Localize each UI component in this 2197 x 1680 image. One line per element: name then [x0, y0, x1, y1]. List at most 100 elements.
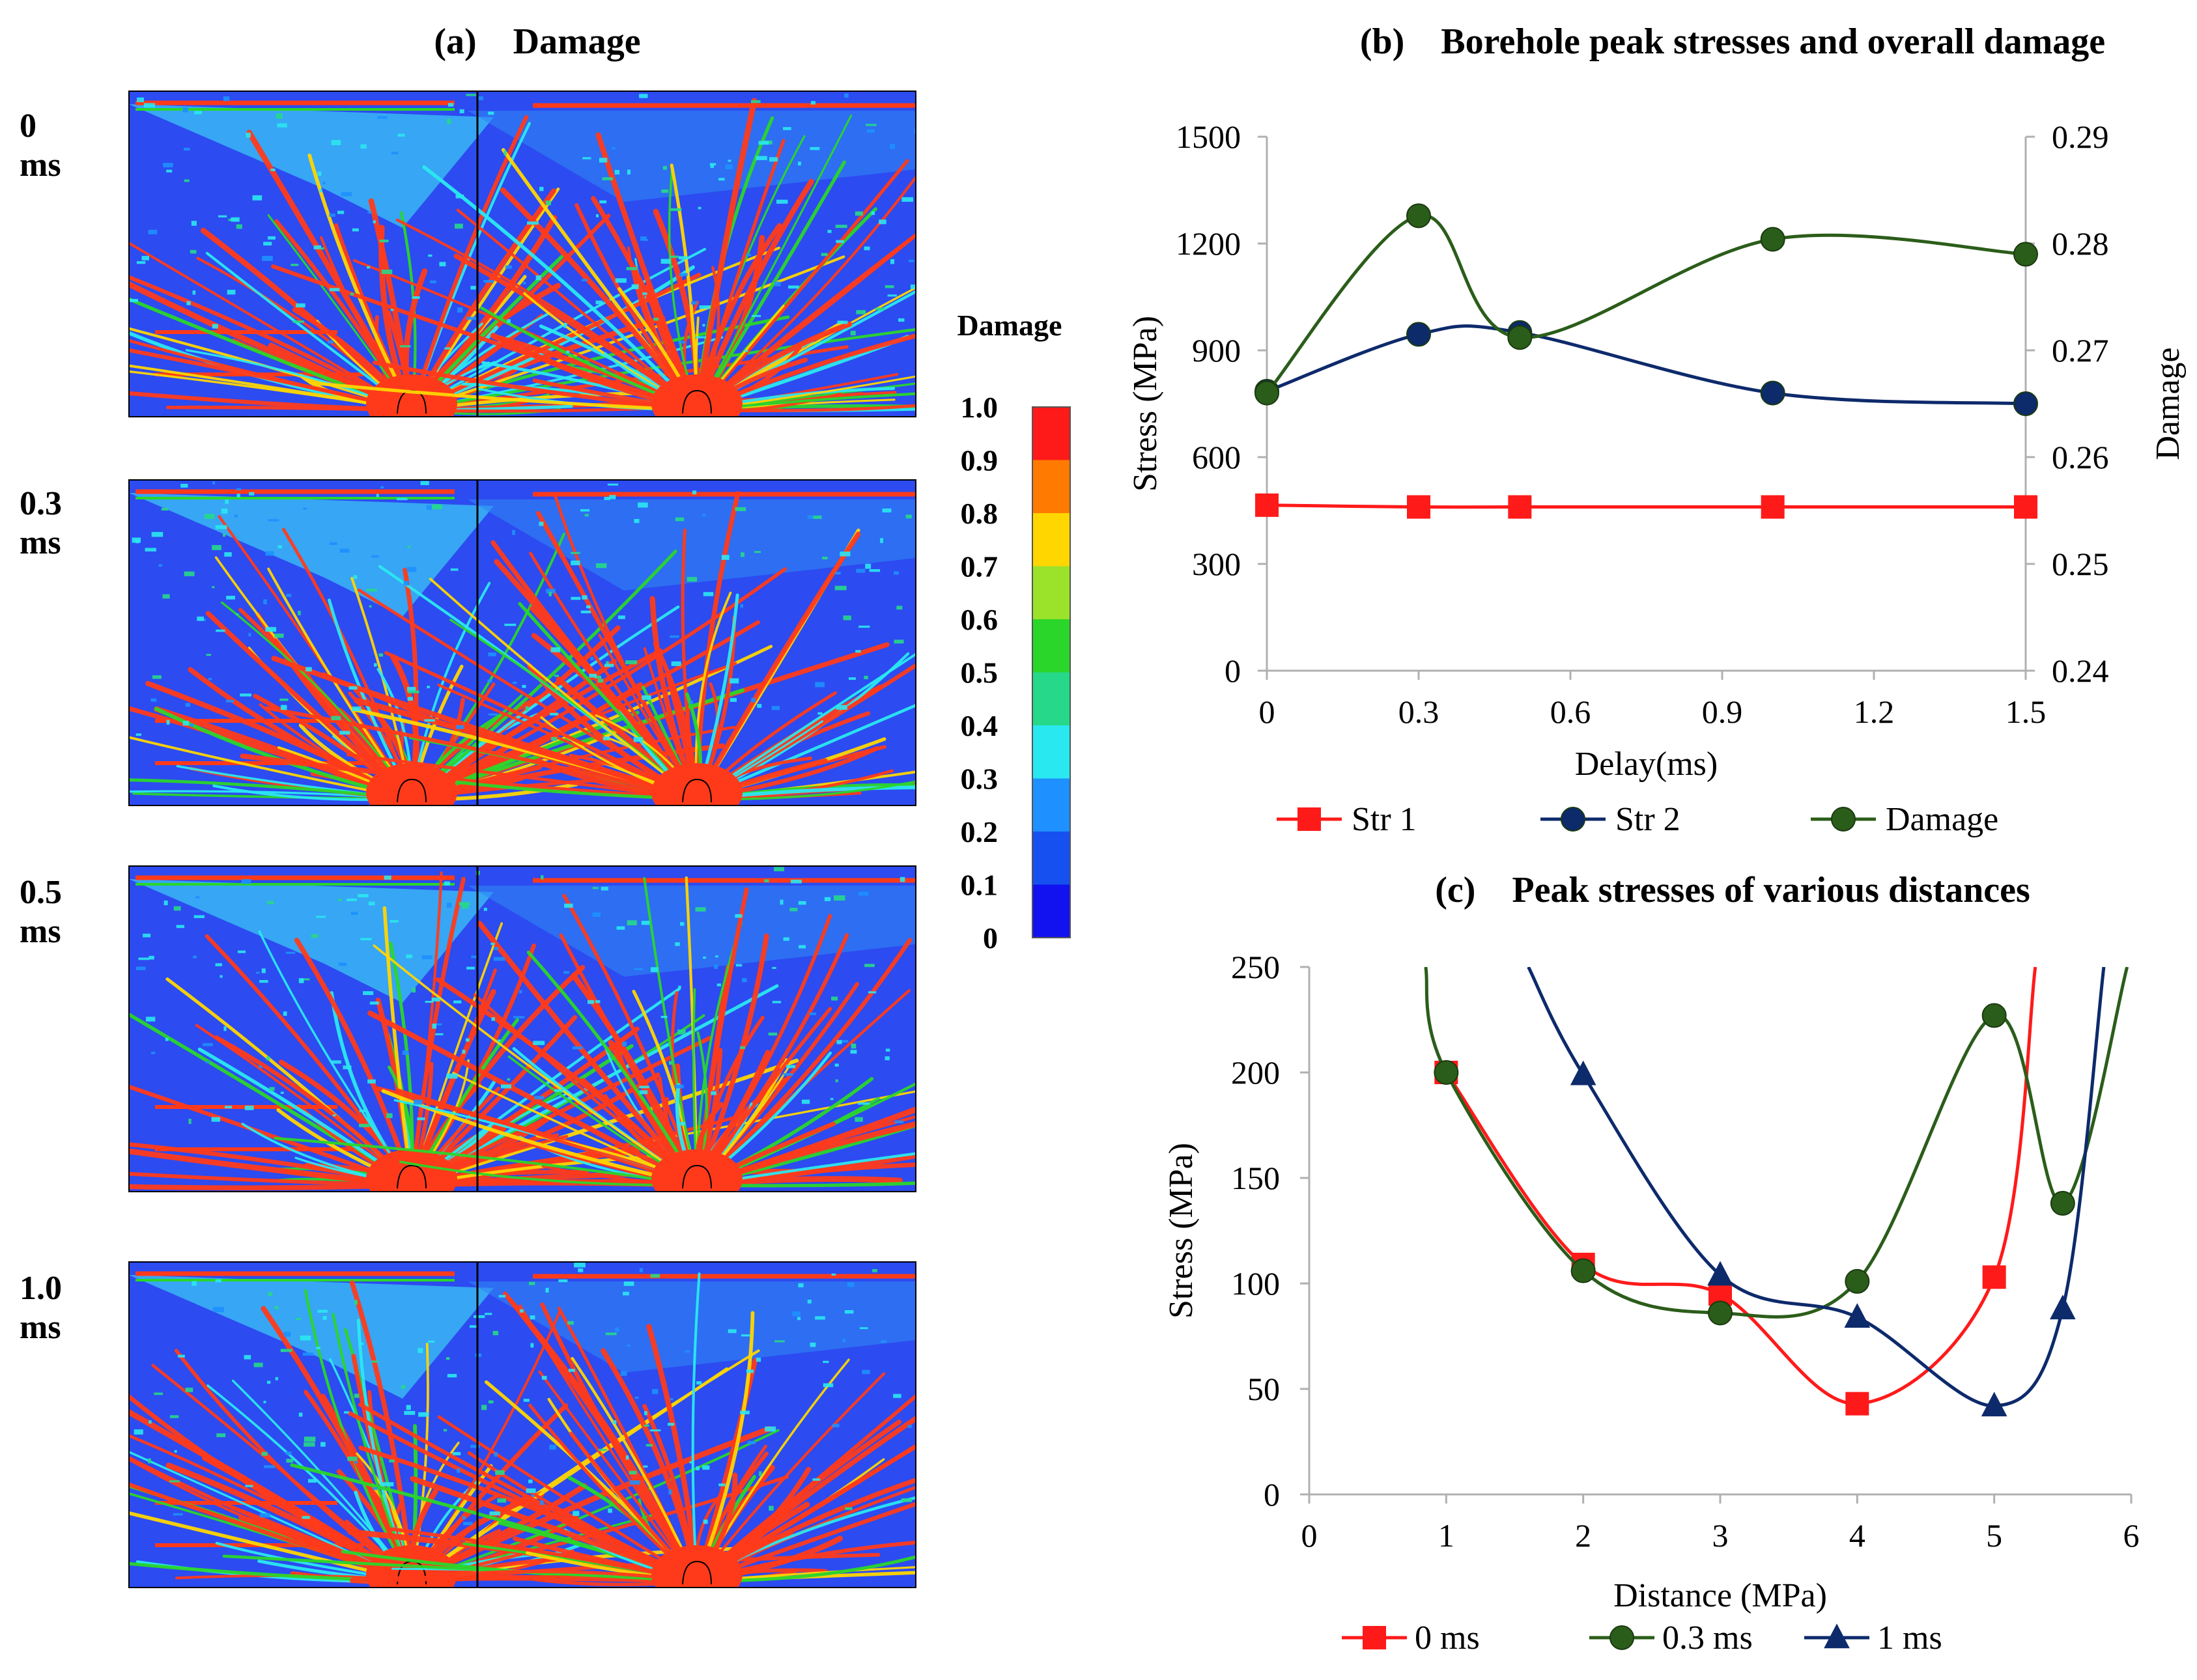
damage-zone: [468, 499, 916, 591]
damage-speck: [650, 1274, 660, 1278]
damage-speck: [148, 1458, 151, 1464]
damage-speck: [626, 267, 638, 270]
y-axis-label: Stress (MPa): [1163, 1143, 1200, 1319]
damage-speck: [403, 581, 409, 586]
damage-speck: [522, 684, 526, 688]
damage-speck: [173, 1513, 183, 1516]
damage-zone: [468, 1281, 916, 1373]
crack-line: [384, 651, 699, 801]
damage-speck: [259, 1065, 262, 1068]
damage-speck: [714, 964, 718, 970]
damage-speck: [401, 1385, 406, 1389]
damage-speck: [592, 887, 599, 889]
damage-speck: [513, 1016, 525, 1018]
damage-speck: [478, 96, 483, 100]
damage-speck: [453, 1000, 462, 1003]
damage-speck: [212, 1307, 224, 1313]
data-point-circle: [2050, 1190, 2075, 1216]
x-tick-label: 0.3: [1398, 693, 1439, 730]
damage-speck: [367, 211, 373, 214]
damage-speck: [274, 633, 284, 638]
chart-b-legend: Str 1 Str 2 Damage: [1277, 801, 1998, 838]
crack-line: [695, 392, 916, 412]
crack-line: [129, 1084, 414, 1188]
y-tick-label: 600: [1192, 439, 1241, 475]
damage-speck: [625, 660, 638, 665]
damage-speck: [642, 292, 647, 295]
damage-speck: [685, 1350, 690, 1353]
damage-speck: [240, 693, 252, 697]
crack-line: [410, 255, 845, 412]
damage-speck: [730, 697, 737, 702]
series-str-1: [1255, 493, 2037, 519]
crack-line: [695, 159, 909, 412]
damage-speck: [530, 1315, 535, 1320]
damage-speck: [129, 299, 139, 302]
damage-speck: [389, 1459, 395, 1463]
damage-speck: [607, 483, 619, 486]
damage-speck: [352, 707, 361, 712]
crack-line: [129, 391, 414, 413]
data-point-triangle: [1981, 1392, 2007, 1417]
damage-speck: [675, 942, 680, 946]
damage-speck: [298, 1412, 303, 1417]
data-point-square: [2014, 495, 2037, 519]
colorbar-label: 0.9: [961, 444, 999, 477]
row-label-value: 0.3: [20, 485, 62, 522]
damage-speck: [280, 705, 287, 710]
damage-speck: [204, 514, 215, 520]
damage-speck: [151, 531, 163, 537]
contour-frame: [128, 865, 916, 1192]
damage-speck: [277, 123, 287, 128]
damage-speck: [735, 507, 746, 511]
damage-speck: [858, 1102, 870, 1105]
damage-zone: [129, 879, 494, 1003]
damage-speck: [746, 253, 752, 257]
damage-speck: [491, 1017, 496, 1021]
damage-speck: [317, 171, 322, 176]
damage-speck: [810, 101, 815, 105]
damage-speck: [541, 1375, 547, 1380]
damage-speck: [292, 320, 304, 323]
damage-speck: [497, 1498, 507, 1503]
damage-speck: [497, 1039, 501, 1042]
damage-speck: [507, 1078, 511, 1081]
data-point-square: [1297, 807, 1321, 831]
damage-speck: [768, 1032, 778, 1036]
data-point-circle: [1981, 1003, 2007, 1028]
data-point-circle: [2013, 242, 2038, 267]
damage-speck: [406, 567, 417, 572]
series-line: [1527, 967, 2106, 1408]
damage-speck: [488, 652, 496, 656]
damage-speck: [143, 933, 151, 938]
crushed-zone: [366, 1545, 457, 1588]
damage-speck: [276, 113, 283, 119]
damage-speck: [277, 545, 282, 549]
damage-speck: [550, 712, 558, 716]
chart-c-legend: 0 ms 0.3 ms 1 ms: [1342, 1619, 1942, 1657]
damage-speck: [457, 1468, 461, 1473]
damage-speck: [371, 555, 379, 558]
damage-speck: [205, 1061, 210, 1063]
damage-speck: [352, 228, 359, 232]
damage-speck: [338, 962, 347, 966]
damage-speck: [631, 284, 639, 290]
y2-tick-label: 0.27: [2052, 332, 2109, 369]
crack-line: [595, 132, 700, 413]
damage-speck: [522, 281, 526, 285]
damage-speck: [262, 255, 273, 261]
damage-speck: [149, 955, 154, 960]
damage-speck: [236, 494, 240, 497]
damage-speck: [154, 1392, 163, 1395]
damage-speck: [872, 1268, 877, 1272]
damage-speck: [563, 971, 569, 974]
damage-speck: [346, 898, 357, 901]
crack-line: [553, 494, 699, 801]
damage-speck: [320, 1442, 326, 1447]
y2-tick-label: 0.28: [2052, 225, 2109, 262]
damage-speck: [772, 1001, 782, 1003]
damage-speck: [531, 1494, 535, 1497]
damage-speck: [459, 109, 464, 113]
damage-speck: [807, 1299, 812, 1304]
crack-line: [129, 1183, 414, 1191]
